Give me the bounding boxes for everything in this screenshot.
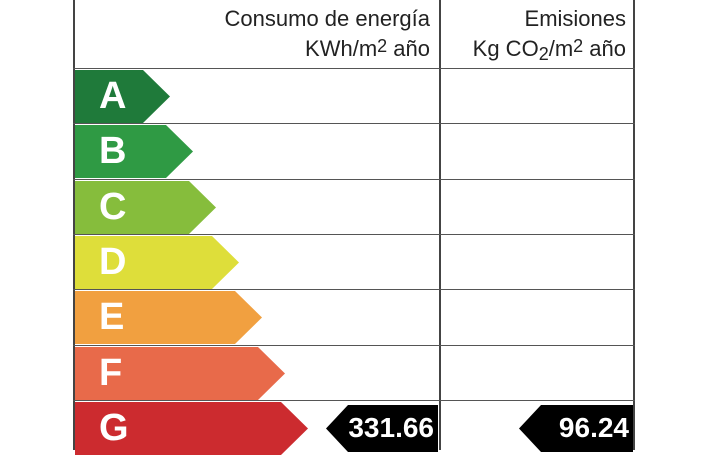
rating-letter: A — [99, 75, 128, 117]
emissions-header: Emisiones Kg CO2/m2 año — [440, 4, 626, 65]
rating-band-d: D — [75, 235, 239, 289]
rating-letter: D — [99, 240, 128, 283]
emissions-indicator: 96.24 — [519, 404, 633, 452]
energy-header-unit: KWh/m2 año — [305, 36, 430, 61]
left-border — [73, 0, 75, 450]
rating-band-b: B — [75, 125, 193, 179]
row-divider — [73, 289, 635, 290]
emissions-header-unit: Kg CO2/m2 año — [472, 36, 626, 64]
energy-indicator-arrow — [326, 404, 438, 452]
row-divider — [73, 400, 635, 401]
column-divider — [439, 0, 441, 450]
right-border — [633, 0, 635, 450]
energy-indicator-value: 331.66 — [348, 412, 434, 444]
row-divider — [73, 345, 635, 346]
rating-arrow-c — [75, 180, 216, 234]
row-divider — [73, 68, 635, 69]
rating-arrow-g — [75, 401, 308, 455]
rating-letter: G — [99, 406, 130, 449]
energy-header-title: Consumo de energía — [224, 6, 430, 31]
rating-band-e: E — [75, 291, 262, 345]
row-divider — [73, 234, 635, 235]
rating-letter: C — [99, 185, 128, 228]
rating-arrow-d — [75, 235, 239, 289]
rating-letter: B — [99, 130, 128, 173]
energy-header: Consumo de energía KWh/m2 año — [150, 4, 430, 65]
emissions-indicator-arrow — [519, 404, 633, 452]
rating-letter: F — [99, 351, 124, 394]
rating-arrow-f — [75, 346, 285, 400]
rating-band-a: A — [75, 70, 170, 123]
rating-band-f: F — [75, 346, 285, 400]
row-divider — [73, 123, 635, 124]
rating-arrow-b — [75, 125, 193, 179]
energy-indicator: 331.66 — [326, 404, 438, 452]
rating-band-c: C — [75, 180, 216, 234]
row-divider — [73, 179, 635, 180]
rating-arrow-a — [75, 70, 170, 123]
emissions-header-title: Emisiones — [524, 6, 626, 31]
emissions-indicator-value: 96.24 — [558, 412, 629, 444]
rating-letter: E — [99, 296, 126, 339]
rating-band-g: G — [75, 401, 308, 455]
rating-arrow-e — [75, 291, 262, 345]
